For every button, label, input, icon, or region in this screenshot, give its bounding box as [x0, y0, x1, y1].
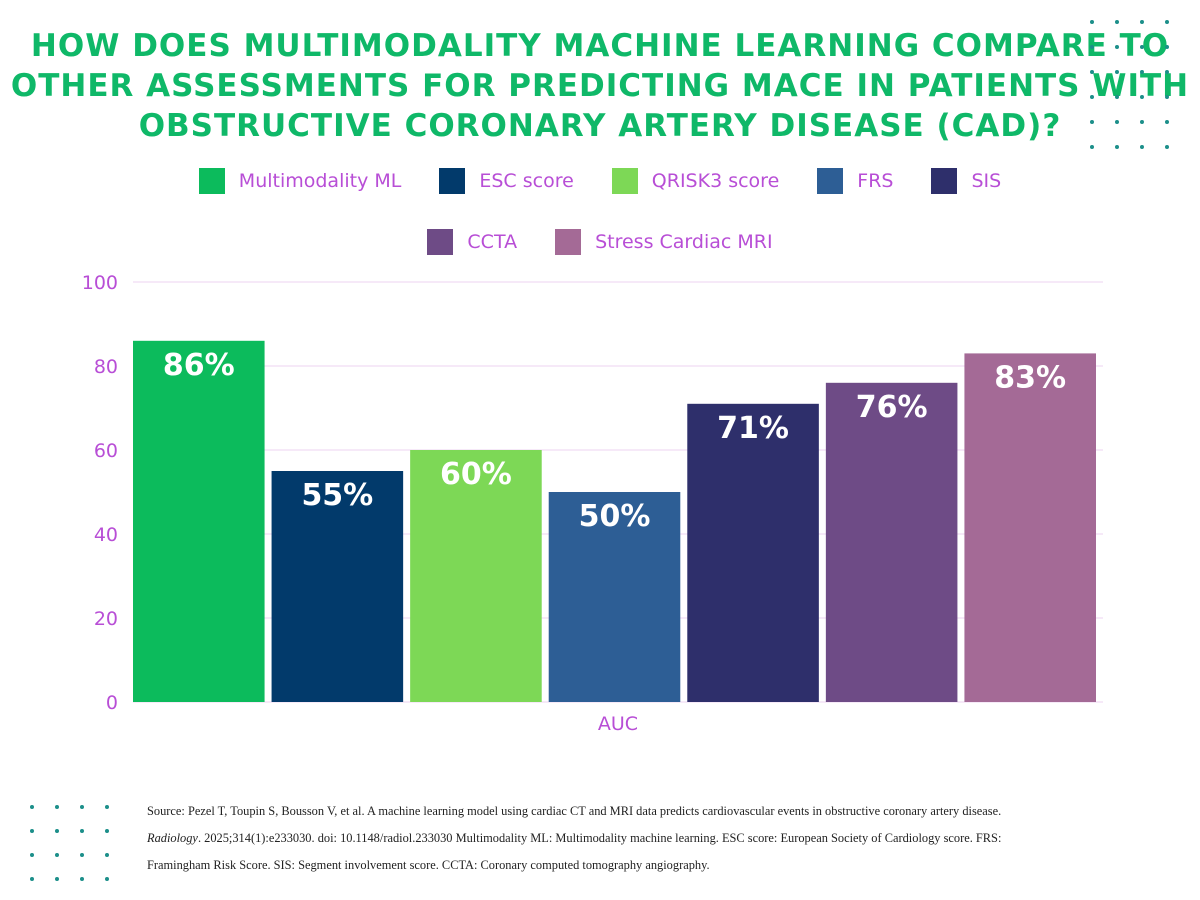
dot	[80, 829, 84, 833]
dot	[1090, 120, 1094, 124]
dot	[1115, 20, 1119, 24]
decorative-dots-top-right	[1090, 20, 1190, 160]
bar-stress-cardiac-mri	[964, 353, 1096, 702]
dot	[1165, 45, 1169, 49]
bar-label-frs: 50%	[579, 499, 651, 534]
bars	[133, 340, 1096, 702]
dot	[30, 853, 34, 857]
dot	[1140, 95, 1144, 99]
legend-label-frs: FRS	[857, 170, 894, 192]
source-citation: Source: Pezel T, Toupin S, Bousson V, et…	[147, 798, 1147, 879]
source-line-2-rest: . 2025;314(1):e233030. doi: 10.1148/radi…	[197, 831, 1002, 845]
bar-label-multimodality-ml: 86%	[163, 348, 235, 383]
dot	[105, 877, 109, 881]
dot	[105, 805, 109, 809]
dot	[1140, 45, 1144, 49]
bar-label-stress-cardiac-mri: 83%	[994, 360, 1066, 395]
dot	[1140, 70, 1144, 74]
y-axis-ticks: 0 20 40 60 80 100	[82, 272, 118, 714]
chart-title: HOW DOES MULTIMODALITY MACHINE LEARNING …	[10, 28, 1190, 144]
bar-label-sis: 71%	[717, 411, 789, 446]
legend-label-stress-cardiac-mri: Stress Cardiac MRI	[595, 231, 773, 253]
bar-chart: 0 20 40 60 80 100 86% 55% 60% 50% 71% 76% 83% AUC	[82, 272, 1103, 735]
legend-row-2: CCTA Stress Cardiac MRI	[0, 229, 1200, 255]
bar-label-ccta: 76%	[856, 390, 928, 425]
source-journal: Radiology	[147, 831, 198, 845]
bar-ccta	[825, 382, 958, 702]
legend-item-frs: FRS	[817, 168, 893, 194]
dot	[55, 877, 59, 881]
bar-frs	[548, 492, 681, 702]
bar-esc-score	[271, 471, 404, 702]
legend-row-1: Multimodality ML ESC score QRISK3 score FRS…	[0, 168, 1200, 194]
dot	[55, 853, 59, 857]
dot	[1140, 120, 1144, 124]
y-tick-label-80: 80	[94, 356, 118, 378]
legend-swatch-sis	[931, 168, 958, 194]
dot	[1165, 20, 1169, 24]
legend-item-ccta: CCTA	[427, 229, 517, 255]
dot	[30, 805, 34, 809]
dot	[80, 877, 84, 881]
dot	[1140, 20, 1144, 24]
dot	[55, 805, 59, 809]
dot	[1090, 20, 1094, 24]
legend-label-sis: SIS	[971, 170, 1002, 192]
bar-sis	[687, 403, 819, 702]
x-axis-label: AUC	[598, 713, 638, 735]
dot	[30, 829, 34, 833]
dot	[1090, 145, 1094, 149]
y-tick-label-40: 40	[94, 524, 118, 546]
decorative-dots-bottom-left	[30, 805, 130, 895]
dot	[55, 829, 59, 833]
legend-swatch-qrisk3-score	[611, 168, 638, 194]
dot	[1115, 70, 1119, 74]
dot	[30, 877, 34, 881]
dot	[1165, 70, 1169, 74]
dot	[1090, 45, 1094, 49]
legend-label-esc-score: ESC score	[479, 170, 574, 192]
dot	[1115, 45, 1119, 49]
bar-multimodality-ml	[133, 340, 265, 702]
source-line-3: Framingham Risk Score. SIS: Segment invo…	[147, 858, 710, 872]
legend-label-qrisk3-score: QRISK3 score	[651, 170, 780, 192]
legend-item-stress-cardiac-mri: Stress Cardiac MRI	[555, 229, 773, 255]
legend-swatch-frs	[817, 168, 844, 194]
legend-swatch-esc-score	[439, 168, 466, 194]
legend-item-qrisk3-score: QRISK3 score	[611, 168, 780, 194]
y-tick-label-20: 20	[94, 608, 118, 630]
bar-labels: 86% 55% 60% 50% 71% 76% 83%	[163, 348, 1066, 534]
dot	[1165, 120, 1169, 124]
dot	[1115, 95, 1119, 99]
source-line-2: Radiology. 2025;314(1):e233030. doi: 10.…	[147, 825, 1147, 852]
bar-label-qrisk3-score: 60%	[440, 457, 512, 492]
dot	[105, 853, 109, 857]
legend-swatch-stress-cardiac-mri	[555, 229, 582, 255]
dot	[1140, 145, 1144, 149]
dot	[1165, 145, 1169, 149]
legend-item-multimodality-ml: Multimodality ML	[198, 168, 402, 194]
legend-swatch-ccta	[427, 229, 454, 255]
legend-swatch-multimodality-ml	[198, 168, 225, 194]
dot	[80, 805, 84, 809]
y-tick-label-100: 100	[82, 272, 118, 294]
source-line-1: Source: Pezel T, Toupin S, Bousson V, et…	[147, 804, 1002, 818]
dot	[1090, 95, 1094, 99]
legend-item-sis: SIS	[931, 168, 1001, 194]
bar-label-esc-score: 55%	[301, 478, 373, 513]
legend-item-esc-score: ESC score	[439, 168, 574, 194]
legend-label-ccta: CCTA	[467, 231, 518, 253]
dot	[1115, 145, 1119, 149]
dot	[105, 829, 109, 833]
dot	[1165, 95, 1169, 99]
dot	[1090, 70, 1094, 74]
bar-qrisk3-score	[410, 450, 542, 702]
y-tick-label-0: 0	[106, 692, 118, 714]
dot	[1115, 120, 1119, 124]
y-tick-label-60: 60	[94, 440, 118, 462]
legend-label-multimodality-ml: Multimodality ML	[238, 170, 402, 192]
dot	[80, 853, 84, 857]
